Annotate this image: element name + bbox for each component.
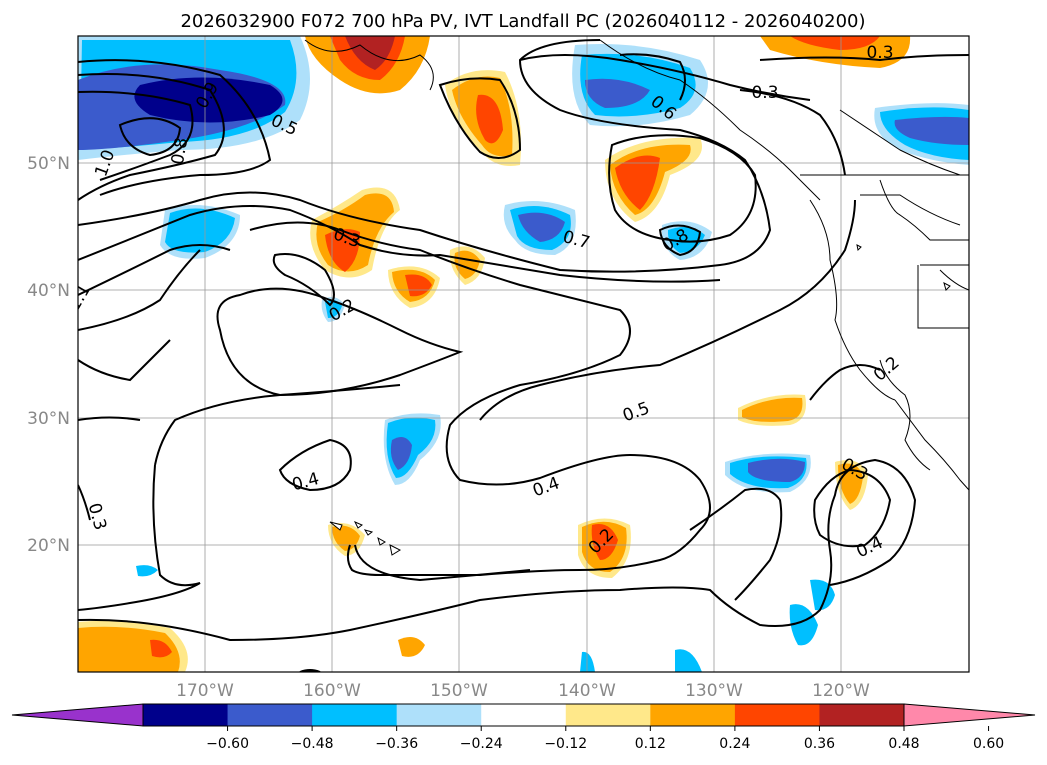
lon-tick-label: 150°W <box>430 681 488 701</box>
neg-anomaly-midpac-core <box>518 212 565 242</box>
pos-anomaly-tropic-core <box>591 524 618 560</box>
colorbar-cell <box>565 704 651 726</box>
colorbar-tick-label: 0.12 <box>635 736 666 752</box>
colorbar-extend-low <box>11 703 144 727</box>
neg-anomaly-subtrop-core <box>390 436 412 470</box>
contour-label: 0.8 <box>168 136 192 166</box>
pos-anomaly-gulf-core <box>476 94 503 144</box>
gridlines <box>78 36 969 672</box>
neg-anomaly-bit-5 <box>580 651 595 672</box>
colorbar-cell <box>312 704 398 726</box>
contour-label: 0.3 <box>866 43 893 63</box>
pos-anomaly-pnw-core <box>615 155 660 210</box>
lat-tick-label: 30°N <box>27 409 70 429</box>
lon-tick-label: 160°W <box>303 681 361 701</box>
colorbar-tick-label: 0.24 <box>719 736 750 752</box>
colorbar-extend-high <box>903 703 1036 727</box>
coastlines <box>304 39 969 491</box>
colorbar-tick-label: −0.12 <box>544 736 587 752</box>
lon-tick-label: 120°W <box>812 681 870 701</box>
colorbar-cell <box>650 704 736 726</box>
neg-anomaly-nw-max <box>134 77 283 123</box>
colorbar-tick-label: −0.36 <box>375 736 418 752</box>
islands <box>329 244 951 556</box>
colorbar-tick-label: 0.36 <box>804 736 835 752</box>
neg-anomaly-bit-4 <box>675 649 702 672</box>
map-area: 0.9 0.8 0.5 1.0 1.1 0.6 0.3 0.7 0.8 0.3 … <box>78 36 969 672</box>
neg-anomaly-east-core <box>894 116 969 145</box>
neg-anomaly-bit-1 <box>136 565 158 577</box>
colorbar-tick-label: 0.60 <box>973 736 1004 752</box>
lat-tick-label: 40°N <box>27 281 70 301</box>
lon-tick-label: 140°W <box>558 681 616 701</box>
colorbar-cell <box>227 704 313 726</box>
pos-anomaly-sw-mid <box>78 626 180 672</box>
pos-anomaly-top-max <box>345 36 395 70</box>
lon-tick-labels: 170°W 160°W 150°W 140°W 130°W 120°W <box>176 681 870 701</box>
pos-anomaly-tr-core <box>790 36 880 50</box>
contour-label: 0.3 <box>751 83 778 103</box>
pos-anomaly-sw-core <box>150 639 172 658</box>
lon-tick-label: 170°W <box>176 681 234 701</box>
neg-anomaly-west-core <box>165 208 235 253</box>
colorbar-cell <box>143 704 229 726</box>
neg-anomaly-bit-3 <box>789 604 818 646</box>
lat-tick-label: 50°N <box>27 154 70 174</box>
colorbar-cell <box>819 704 905 726</box>
colorbar-frame <box>142 703 905 727</box>
colorbar-cell <box>481 704 567 726</box>
colorbar-tick-label: 0.48 <box>888 736 919 752</box>
lon-tick-label: 130°W <box>685 681 743 701</box>
pos-anomaly-coast-core <box>742 397 803 422</box>
colorbar: −0.60 −0.48 −0.36 −0.24 −0.12 0.12 0.24 0.36 0.4… <box>11 703 1036 752</box>
colorbar-tick-label: −0.60 <box>206 736 249 752</box>
lat-tick-labels: 50°N 40°N 30°N 20°N <box>27 154 70 556</box>
neg-anomaly-ne-core <box>585 78 650 108</box>
pos-anomaly-small-1-core <box>405 274 432 297</box>
pc-contours <box>78 39 969 672</box>
colorbar-cell <box>734 704 820 726</box>
colorbar-cell <box>396 704 482 726</box>
map-frame <box>77 35 970 673</box>
neg-anomaly-baja-core <box>748 458 805 482</box>
colorbar-tick-label: −0.48 <box>291 736 334 752</box>
pos-anomaly-bit-1 <box>398 636 425 657</box>
colorbar-tick-label: −0.24 <box>460 736 503 752</box>
lat-tick-label: 20°N <box>27 536 70 556</box>
chart-title: 2026032900 F072 700 hPa PV, IVT Landfall… <box>180 11 865 32</box>
